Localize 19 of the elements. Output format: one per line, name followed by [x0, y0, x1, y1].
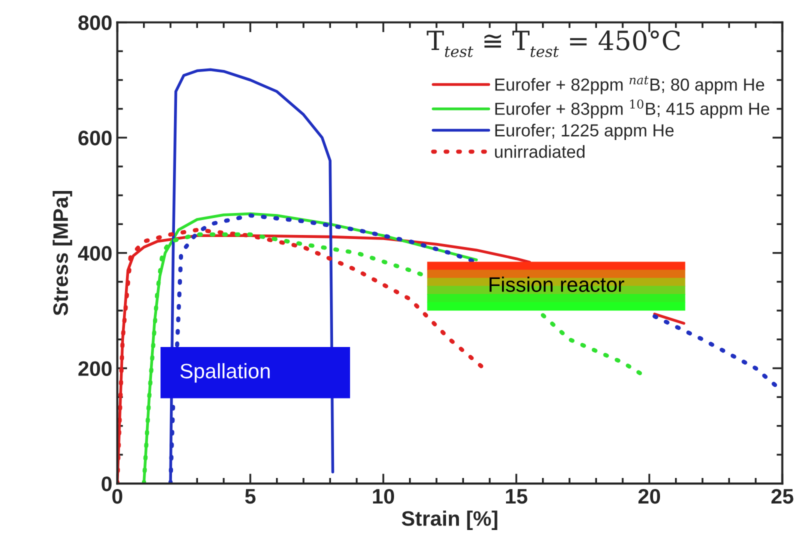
y-axis-title: Stress [MPa] [52, 191, 72, 316]
y-tick-label: 0 [102, 476, 112, 492]
y-tick-label: 400 [78, 246, 112, 261]
x-axis-title: Strain [%] [402, 510, 498, 530]
legend-label: Eurofer + 82ppm $^{nat}$B; 80 appm He [495, 76, 764, 94]
y-tick-label: 200 [78, 361, 112, 376]
x-tick-label: 15 [506, 489, 528, 504]
annotation: Spallation [180, 363, 270, 383]
x-tick-label: 0 [112, 488, 122, 504]
y-tick-label: 800 [78, 15, 112, 30]
x-tick-label: 5 [245, 489, 256, 504]
legend-label: Eurofer; 1225 appm He [495, 124, 674, 140]
x-tick-label: 25 [771, 488, 794, 504]
x-tick-label: 20 [638, 488, 660, 504]
annotation: Fission reactor [490, 276, 624, 292]
x-tick-label: 10 [373, 488, 394, 504]
y-tick-label: 600 [78, 130, 112, 146]
legend-label: unirradiated [495, 145, 585, 158]
legend-label: Eurofer + 83ppm $^{10}$B; 415 appm He [495, 99, 770, 118]
